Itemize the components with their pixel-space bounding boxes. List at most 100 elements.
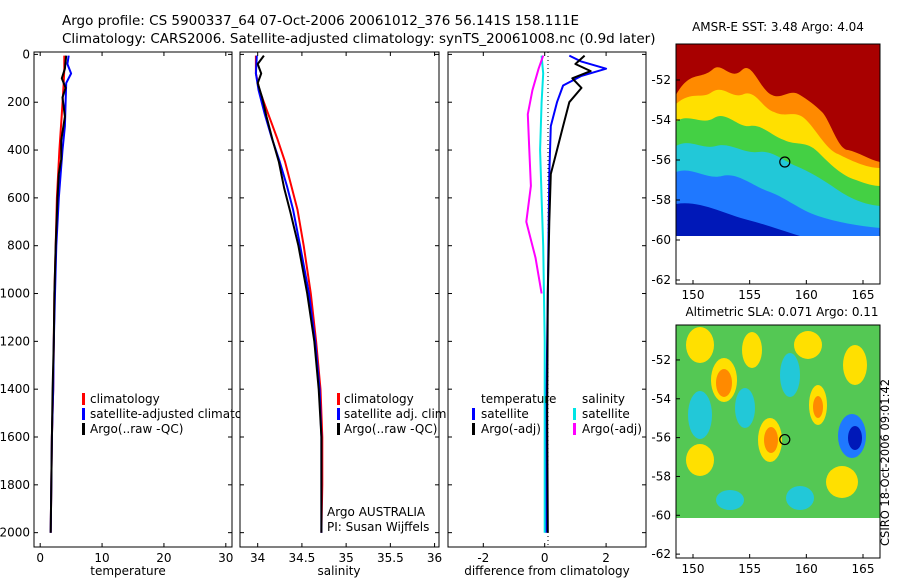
- temperature-axes-box: [33, 51, 233, 548]
- difference-series-group: [525, 54, 608, 533]
- sla-map-ticks: 150 155 160 165 -52 -54 -56 -58 -60 -62: [651, 353, 874, 576]
- x-tick-label: 30: [218, 551, 233, 565]
- sla-map-field: [676, 325, 880, 558]
- map-y-tick-label: -60: [651, 233, 671, 247]
- y-tick-label: 600: [7, 191, 30, 205]
- difference-panel: -2 0 2 difference from climatology tempera…: [447, 51, 647, 578]
- map-y-tick-label: -54: [651, 113, 671, 127]
- legend-label-argo: Argo(..raw -QC): [90, 422, 183, 436]
- temperature-legend: climatology satellite-adjusted climatolo…: [82, 392, 268, 436]
- sla-peak-patch: [813, 396, 823, 418]
- legend-label-temp-argo: Argo(-adj): [481, 422, 541, 436]
- header-line2: Climatology: CARS2006. Satellite-adjuste…: [62, 31, 655, 47]
- map-x-tick-label: 155: [738, 288, 761, 302]
- x-tick-label: -2: [477, 551, 489, 565]
- sla-map-panel: Altimetric SLA: 0.071 Argo: 0.11: [651, 305, 881, 576]
- header-line1: Argo profile: CS 5900337_64 07-Oct-2006 …: [62, 13, 579, 29]
- sla-high-patch: [826, 466, 858, 498]
- map-y-tick-label: -58: [651, 193, 671, 207]
- legend-swatch-argo: [82, 423, 85, 435]
- y-tick-label: 1400: [0, 382, 30, 396]
- map-y-tick-label: -56: [651, 153, 671, 167]
- sla-high-patch: [794, 331, 822, 359]
- argo-location-marker: [779, 156, 791, 168]
- salinity-legend: climatology satellite adj. clim. Argo(..…: [337, 392, 450, 436]
- map-x-tick-label: 150: [682, 288, 705, 302]
- temperature-panel: 0 10 20 30 0 200 400 600 800 1000 1200 1400 1600 1800…: [0, 47, 268, 578]
- legend-swatch-climatology: [82, 393, 85, 405]
- x-tick-label: 0: [36, 551, 44, 565]
- series-line-argo-raw-qc: [256, 55, 323, 533]
- difference-ticks: -2 0 2: [448, 52, 646, 565]
- x-tick-label: 34.5: [289, 551, 316, 565]
- map-y-tick-label: -52: [651, 353, 671, 367]
- legend-label-satellite: satellite-adjusted climatology: [90, 407, 268, 421]
- difference-xlabel: difference from climatology: [464, 564, 630, 578]
- sla-trough-patch: [848, 426, 862, 450]
- y-tick-label: 800: [7, 239, 30, 253]
- map-y-tick-label: -56: [651, 431, 671, 445]
- legend-label-salt-argo: Argo(-adj): [582, 422, 642, 436]
- series-line-argo-raw-qc: [49, 55, 68, 533]
- legend-label-salt-satellite: satellite: [582, 407, 630, 421]
- map-y-tick-label: -62: [651, 273, 671, 287]
- legend-label-climatology: climatology: [90, 392, 160, 406]
- legend-swatch-temp-satellite: [472, 408, 475, 420]
- map-x-tick-label: 160: [795, 562, 818, 576]
- sla-low-patch: [688, 391, 712, 439]
- sla-peak-patch: [764, 427, 778, 453]
- sst-map-ticks: 150 155 160 165 -52 -54 -56 -58 -60 -62: [651, 73, 874, 302]
- map-x-tick-label: 165: [852, 562, 875, 576]
- legend-swatch-salt-argo: [573, 423, 576, 435]
- sst-cold-band: [676, 203, 800, 236]
- map-x-tick-label: 165: [852, 288, 875, 302]
- salinity-series-group: [254, 55, 324, 533]
- map-y-tick-label: -54: [651, 392, 671, 406]
- legend-label-temp-satellite: satellite: [481, 407, 529, 421]
- temperature-xlabel: temperature: [90, 564, 165, 578]
- map-x-tick-label: 160: [795, 288, 818, 302]
- sla-low-patch: [780, 353, 800, 397]
- map-x-tick-label: 150: [682, 562, 705, 576]
- salinity-axes-box: [239, 51, 440, 548]
- series-line-temperature-argo-adj: [546, 54, 592, 533]
- sla-low-patch: [716, 490, 744, 510]
- y-tick-label: 0: [22, 47, 30, 61]
- sla-high-patch: [742, 332, 762, 368]
- map-y-tick-label: -62: [651, 547, 671, 561]
- legend-swatch-salt-satellite: [573, 408, 576, 420]
- salinity-panel: 34 34.5 35 35.5 36 salinity climatology sate…: [239, 51, 450, 578]
- legend-swatch-temp-argo: [472, 423, 475, 435]
- sla-land-mask: [676, 518, 880, 558]
- annotation-argo-australia: Argo AUSTRALIA: [327, 505, 426, 519]
- sst-map-panel: AMSR-E SST: 3.48 Argo: 4.04 150 155 160 165…: [651, 20, 881, 302]
- map-y-tick-label: -60: [651, 508, 671, 522]
- series-line-salinity-satellite: [539, 55, 546, 533]
- salinity-xlabel: salinity: [317, 564, 360, 578]
- sst-map-title: AMSR-E SST: 3.48 Argo: 4.04: [692, 20, 864, 34]
- argo-location-marker: [779, 433, 791, 446]
- legend-label-climatology: climatology: [344, 392, 414, 406]
- x-tick-label: 35.5: [377, 551, 404, 565]
- series-line-salinity-argo-adj: [525, 55, 545, 294]
- salinity-ticks: 34 34.5 35 35.5 36: [240, 52, 442, 565]
- sla-map-frame: [675, 324, 881, 559]
- x-tick-label: 36: [427, 551, 442, 565]
- legend-swatch-argo: [337, 423, 340, 435]
- map-y-tick-label: -58: [651, 469, 671, 483]
- x-tick-label: 10: [94, 551, 109, 565]
- sla-high-patch: [686, 327, 714, 363]
- sla-low-patch: [735, 388, 755, 428]
- legend-heading-salinity: salinity: [582, 392, 625, 406]
- y-tick-label: 200: [7, 95, 30, 109]
- y-tick-label: 1200: [0, 334, 30, 348]
- difference-legend: temperature satellite Argo(-adj) salinit…: [472, 392, 642, 436]
- sla-low-patch: [786, 486, 814, 510]
- y-tick-label: 2000: [0, 526, 30, 540]
- x-tick-label: 20: [156, 551, 171, 565]
- sla-peak-patch: [716, 369, 732, 397]
- legend-swatch-climatology: [337, 393, 340, 405]
- sst-map-field: [676, 44, 880, 284]
- legend-label-satellite: satellite adj. clim.: [344, 407, 450, 421]
